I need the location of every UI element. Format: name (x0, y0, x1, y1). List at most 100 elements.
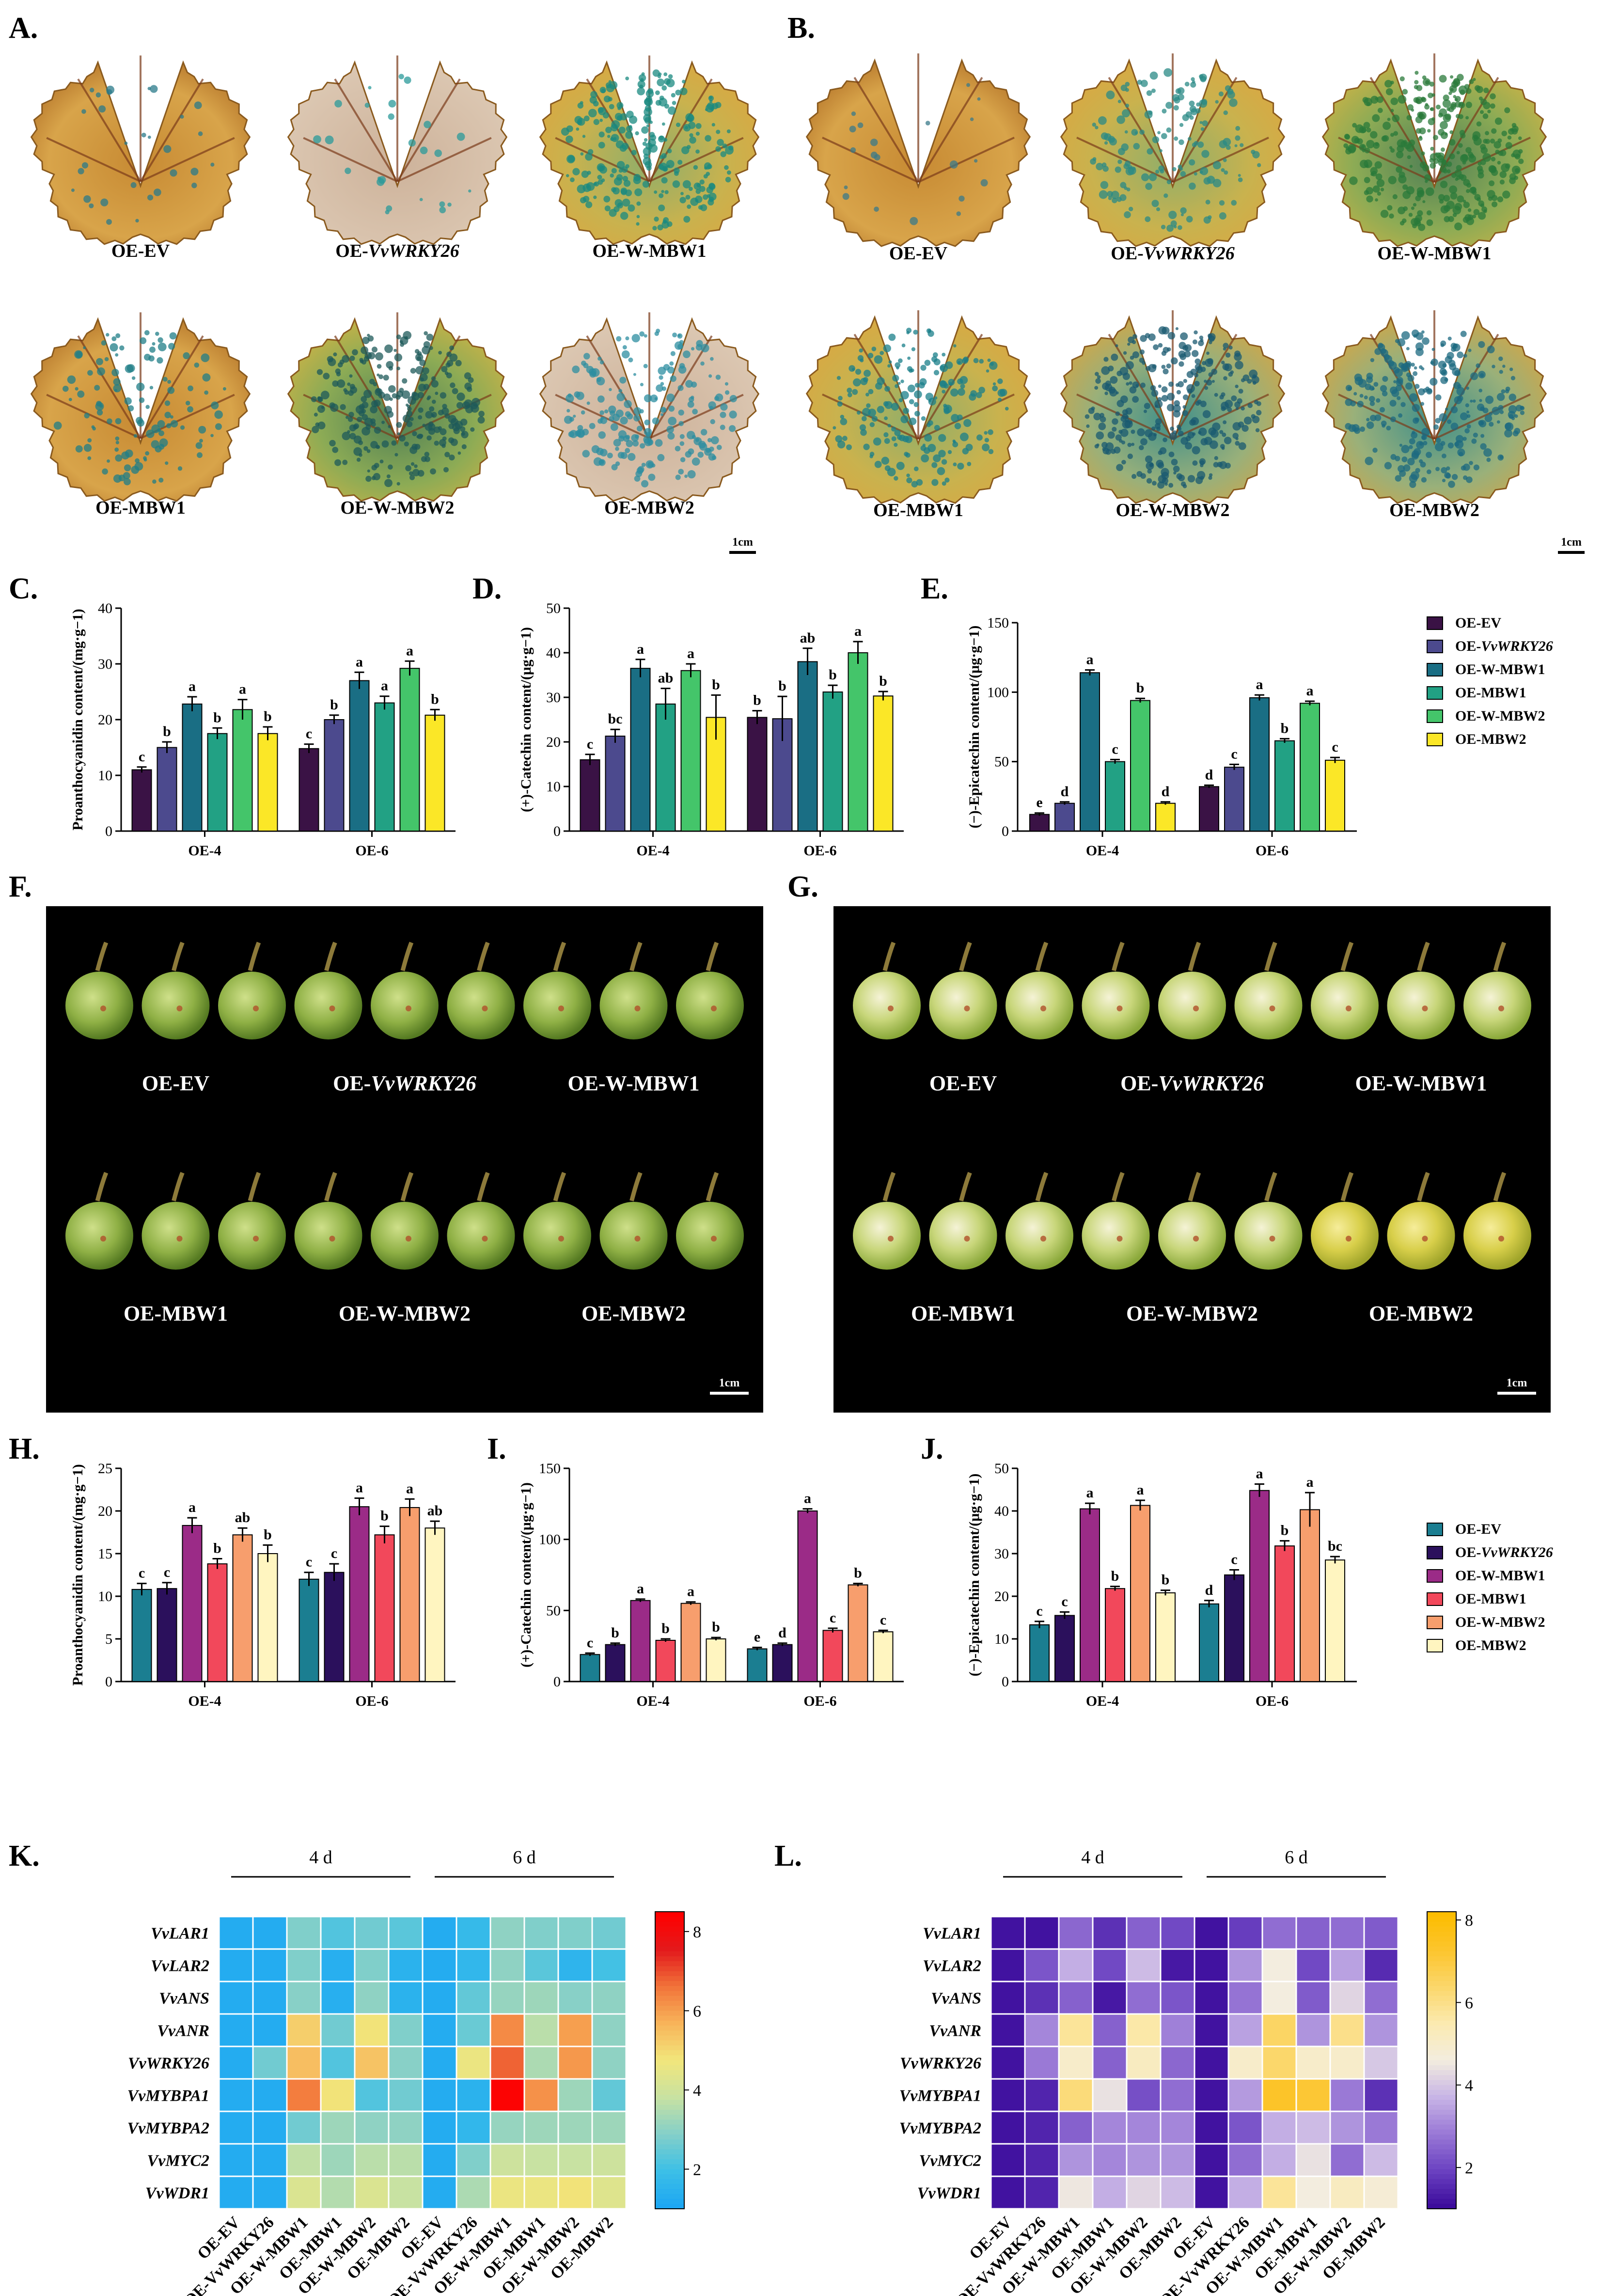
leaf-B-1-stain (857, 122, 864, 128)
leaf-B-6-stain (1441, 453, 1446, 458)
leaf-A-5-stain (349, 374, 353, 378)
leaf-B-3-stain (1404, 142, 1412, 150)
leaf-B-5-stain (1121, 459, 1126, 465)
leaf-B-2-stain (1223, 158, 1227, 162)
leaf-A-6-stain (672, 332, 677, 338)
row-label-L: VvANS (931, 1990, 981, 2008)
leaf-B-6-stain (1422, 337, 1430, 345)
sig-letter-E: e (1036, 795, 1042, 811)
colorbar-step-L (1427, 2025, 1456, 2031)
sig-letter-I: a (804, 1491, 811, 1507)
leaf-B-6-stain (1379, 407, 1385, 413)
leaf-B-5-stain (1256, 409, 1262, 416)
heat-cell-K (523, 2143, 559, 2177)
bar-H-OE-W-MBW1-OE-6 (349, 1506, 370, 1682)
heat-cell-K (388, 2078, 424, 2112)
leaf-B-5-stain (1125, 361, 1134, 370)
leaf-A-6-stain (566, 394, 574, 403)
leaf-A-6-stain (668, 405, 675, 412)
leaf-B-5-stain (1093, 412, 1101, 421)
berry-panel-F-stem (477, 1172, 490, 1202)
heat-cell-K (286, 2078, 322, 2112)
leaf-B-3 (1321, 53, 1547, 247)
heat-cell-K (218, 1916, 254, 1950)
leaf-A-6-stain (564, 415, 572, 424)
colorbar-step-K (655, 1971, 684, 1977)
leaf-B-3-stain (1462, 160, 1466, 165)
leaf-A-4-stain (158, 430, 164, 436)
leaf-A-3-stain (663, 167, 668, 172)
heat-cell-L (990, 2143, 1026, 2177)
leaf-A-5-stain (401, 390, 410, 399)
leaf-B-2-stain (1182, 114, 1189, 121)
heat-cell-L (1227, 2013, 1263, 2047)
bar-E-OE-MBW1-OE-6 (1274, 740, 1295, 832)
heat-cell-L (1024, 2110, 1060, 2145)
heat-cell-K (557, 1981, 593, 2015)
leaf-B-5-stain (1191, 394, 1195, 398)
leaf-A-5-stain (444, 452, 450, 457)
berry-panel-G-scale-bar-label: 1cm (1507, 1377, 1527, 1389)
leaf-B-2-stain (1100, 132, 1108, 140)
leaf-B-2-stain (1184, 81, 1190, 87)
heat-cell-K (456, 1916, 491, 1950)
leaf-A-6-stain (698, 440, 706, 449)
leaf-B-3-stain (1411, 218, 1419, 226)
bar-E-OE-W-MBW1-OE-6 (1249, 697, 1270, 832)
legend-label-J: OE-EV (1455, 1521, 1501, 1537)
leaf-A-3-stain (611, 168, 617, 173)
leaf-B-5-stain (1112, 418, 1118, 425)
leaf-A-5-stain (349, 355, 355, 361)
bar-C-OE-W-MBW2-OE-6 (399, 668, 420, 832)
leaf-A-5-stain (403, 331, 412, 340)
leaf-B-3-stain (1433, 135, 1438, 141)
leaf-B-4-stain (888, 333, 896, 341)
leaf-A-1-stain (124, 142, 128, 145)
colorbar-step-L (1427, 2194, 1456, 2200)
leaf-A-6-stain (644, 394, 652, 403)
leaf-B-5-stain (1140, 335, 1147, 342)
bar-J-OE-MBW2-OE-6 (1325, 1559, 1345, 1682)
leaf-A-1-stain (147, 87, 151, 91)
leaf-A-3-stain (598, 131, 605, 138)
leaf-B-1-stain (850, 147, 856, 153)
leaf-A-3-stain (626, 126, 633, 132)
leaf-B-3-stain (1402, 89, 1408, 95)
leaf-B-4-stain (940, 364, 948, 372)
colorbar-step-L (1427, 2124, 1456, 2130)
sig-letter-I: b (712, 1619, 720, 1635)
leaf-A-3-stain (614, 199, 623, 207)
leaf-A-3-stain (672, 180, 680, 188)
leaf-B-3-stain (1414, 71, 1419, 75)
leaf-A-6-stain (679, 441, 685, 446)
heat-cell-L (1058, 1981, 1094, 2015)
leaf-B-3-stain (1431, 93, 1435, 97)
leaf-B-2-vein (1172, 77, 1238, 183)
leaf-B-3-stain (1464, 84, 1470, 90)
leaf-A-6-stain (631, 334, 640, 343)
leaf-B-2-stain (1200, 127, 1205, 131)
leaf-A-5-stain (374, 426, 381, 434)
leaf-A-3-stain (659, 193, 664, 198)
bar-I-OE-MBW2-OE-6 (873, 1631, 894, 1682)
leaf-B-2-stain (1190, 81, 1196, 88)
leaf-label-A-6: OE-MBW2 (604, 498, 694, 518)
heatmaps: VvLAR1VvLAR2VvANSVvANRVvWRKY26VvMYBPA1Vv… (127, 1847, 1473, 2296)
leaf-A-3-stain (726, 129, 731, 134)
colorbar-step-K (655, 1951, 684, 1957)
leaf-B-2-stain (1128, 206, 1133, 212)
leaf-A-6-stain (633, 407, 642, 415)
heat-cell-L (1160, 1948, 1195, 1982)
berry-panel-G-berry-spot (1116, 1236, 1123, 1242)
leaf-B-4-stain (900, 415, 909, 424)
heat-cell-L (1058, 2110, 1094, 2145)
bar-H-OE-MBW1-OE-4 (207, 1563, 228, 1683)
leaf-B-3-stain (1482, 113, 1489, 119)
leaf-B-3-stain (1477, 161, 1482, 166)
leaf-A-4 (30, 312, 251, 502)
heat-cell-K (252, 2175, 288, 2210)
leaf-B-5-stain (1214, 393, 1218, 397)
leaf-B-3-stain (1455, 114, 1461, 119)
